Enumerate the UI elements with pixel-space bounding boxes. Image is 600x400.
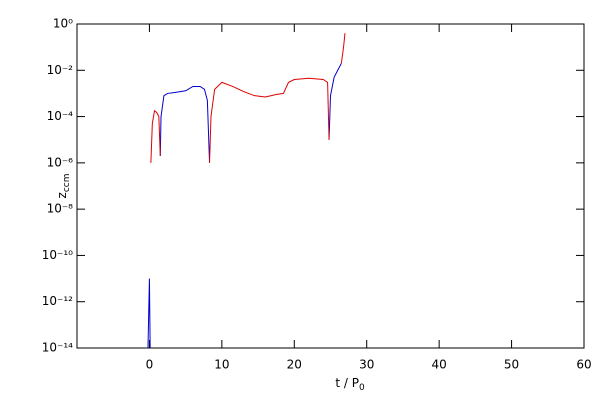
x-tick-label: 10 — [214, 358, 229, 372]
plot-frame — [76, 23, 585, 349]
data-line — [150, 33, 346, 163]
y-tick-label: 10⁰ — [53, 17, 73, 31]
y-tick-label: 10⁻⁴ — [47, 109, 74, 123]
x-tick-label: 50 — [504, 358, 519, 372]
x-tick-label: 30 — [359, 358, 374, 372]
data-line — [147, 63, 342, 349]
y-tick-label: 10⁻¹² — [42, 294, 73, 308]
y-tick-label: 10⁻² — [47, 63, 74, 77]
x-tick-label: 20 — [287, 358, 302, 372]
y-tick-label: 10⁻⁸ — [47, 202, 74, 216]
x-tick-label: 0 — [146, 358, 154, 372]
x-tick-label: 60 — [576, 358, 591, 372]
x-axis-label: t / P0 — [335, 376, 365, 393]
y-tick-label: 10⁻⁶ — [47, 155, 74, 169]
x-tick-label: 40 — [432, 358, 447, 372]
y-tick-label: 10⁻¹⁴ — [42, 341, 73, 355]
y-axis-label: zccm — [55, 174, 72, 199]
y-tick-label: 10⁻¹⁰ — [42, 248, 73, 262]
